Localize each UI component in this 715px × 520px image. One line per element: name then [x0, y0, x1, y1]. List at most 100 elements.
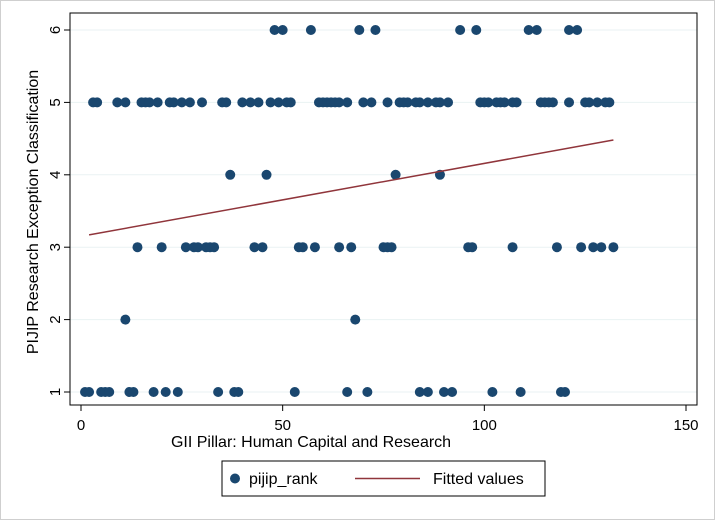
data-point — [237, 97, 248, 108]
data-point — [192, 242, 203, 253]
data-point — [531, 25, 542, 35]
y-axis-title: PIJIP Research Exception Classification — [25, 70, 42, 354]
data-point — [596, 242, 607, 253]
x-tick-label: 50 — [274, 417, 291, 434]
data-point — [422, 97, 433, 108]
data-point — [422, 387, 433, 397]
data-point — [547, 97, 558, 108]
data-point — [92, 97, 103, 108]
data-point — [608, 242, 619, 253]
data-point — [160, 387, 171, 397]
data-point — [350, 314, 361, 325]
y-tick-label: 2 — [47, 315, 64, 323]
legend-label-fit: Fitted values — [433, 471, 524, 488]
data-point — [128, 387, 139, 397]
scatter-points — [80, 25, 619, 397]
data-point — [265, 97, 276, 108]
data-point — [467, 242, 478, 253]
data-point — [221, 97, 232, 108]
data-point — [104, 387, 115, 397]
data-point — [213, 387, 224, 397]
data-point — [277, 25, 288, 35]
data-point — [197, 97, 207, 108]
data-point — [592, 97, 603, 108]
data-point — [483, 97, 494, 108]
data-point — [120, 314, 131, 325]
data-point — [120, 97, 131, 108]
data-point — [342, 97, 353, 108]
data-point — [515, 387, 526, 397]
data-point — [499, 97, 510, 108]
data-point — [334, 242, 345, 253]
data-point — [564, 97, 575, 108]
data-point — [84, 387, 95, 397]
data-point — [507, 242, 518, 253]
data-point — [604, 97, 615, 108]
y-tick-label: 4 — [47, 171, 64, 179]
data-point — [362, 387, 373, 397]
data-point — [564, 25, 575, 35]
data-point — [447, 387, 458, 397]
y-tick-label: 3 — [47, 243, 64, 251]
data-point — [511, 97, 522, 108]
data-point — [487, 387, 498, 397]
data-point — [346, 242, 357, 253]
x-axis: 0 50 100 150 — [77, 405, 699, 434]
data-point — [382, 97, 393, 108]
data-point — [390, 169, 401, 180]
x-tick-label: 150 — [673, 417, 698, 434]
y-tick-label: 6 — [47, 26, 64, 34]
data-point — [584, 97, 595, 108]
data-point — [402, 97, 413, 108]
data-point — [148, 387, 159, 397]
y-axis: 1 2 3 4 5 6 — [47, 26, 70, 396]
fitted-line — [88, 139, 614, 236]
data-point — [233, 387, 244, 397]
data-point — [439, 387, 449, 397]
x-tick-label: 100 — [472, 417, 497, 434]
data-point — [225, 169, 236, 180]
data-point — [443, 97, 454, 108]
data-point — [253, 97, 264, 108]
data-point — [414, 97, 425, 108]
legend-label-points: pijip_rank — [249, 471, 318, 488]
data-point — [184, 97, 195, 108]
data-point — [156, 242, 167, 253]
data-point — [168, 97, 179, 108]
data-point — [132, 242, 143, 253]
data-point — [471, 25, 482, 35]
data-point — [257, 242, 268, 253]
fit-line-group — [88, 139, 614, 236]
legend: pijip_rank Fitted values — [221, 460, 546, 497]
data-point — [112, 97, 123, 108]
y-tick-label: 1 — [47, 388, 64, 396]
data-point — [588, 242, 599, 253]
data-point — [366, 97, 377, 108]
data-point — [560, 387, 570, 397]
data-point — [455, 25, 466, 35]
data-point — [172, 387, 183, 397]
data-point — [523, 25, 534, 35]
data-point — [309, 242, 320, 253]
data-point — [297, 242, 308, 253]
data-point — [289, 387, 300, 397]
data-point — [386, 242, 397, 253]
legend-marker-points — [230, 473, 240, 484]
data-point — [176, 97, 187, 108]
data-point — [209, 242, 220, 253]
data-point — [342, 387, 353, 397]
data-point — [370, 25, 381, 35]
data-point — [152, 97, 163, 108]
y-tick-label: 5 — [47, 98, 64, 106]
data-point — [305, 25, 316, 35]
data-point — [358, 97, 369, 108]
data-point — [144, 97, 155, 108]
data-point — [285, 97, 296, 108]
data-point — [249, 242, 260, 253]
data-point — [245, 97, 256, 108]
data-point — [261, 169, 272, 180]
data-point — [273, 97, 284, 108]
data-point — [334, 97, 345, 108]
